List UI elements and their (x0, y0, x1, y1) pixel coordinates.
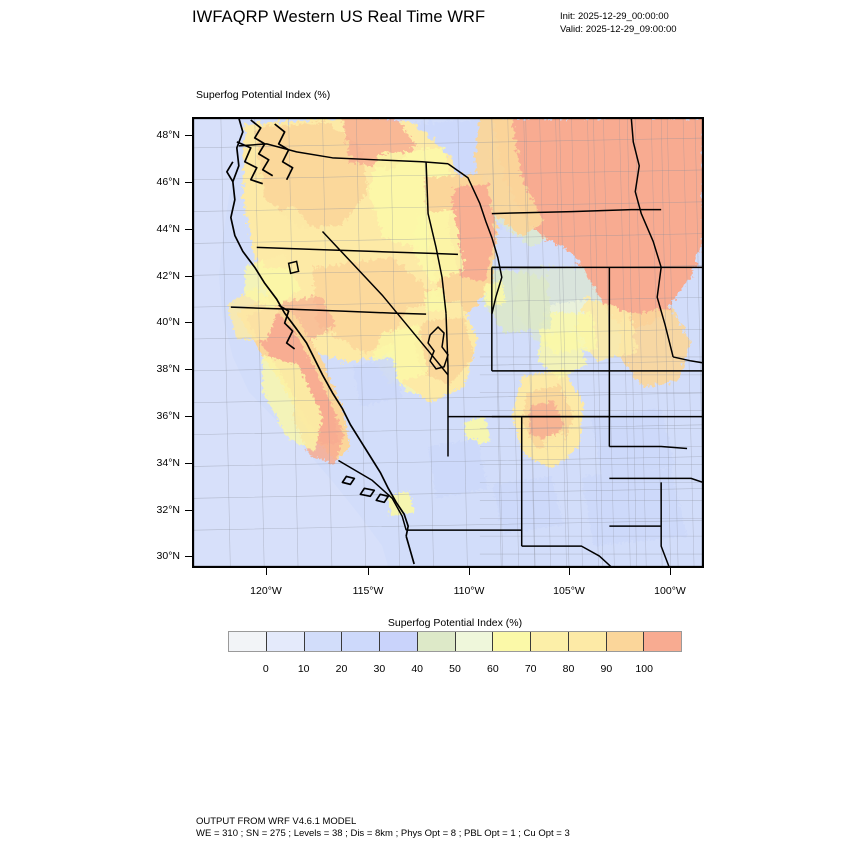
colorbar-tick-label: 100 (635, 663, 653, 675)
latitude-tick-label: 30°N (156, 550, 180, 562)
latitude-tick-mark (185, 276, 192, 277)
longitude-tick-label: 120°W (250, 585, 282, 597)
longitude-tick-mark (368, 568, 369, 575)
page-title: IWFAQRP Western US Real Time WRF (192, 8, 486, 26)
colorbar-tick-label: 80 (562, 663, 575, 675)
colorbar-tick-label: 50 (449, 663, 461, 675)
field-high-central-valley (226, 205, 351, 465)
colorbar-segment (455, 632, 494, 651)
latitude-tick-mark (185, 416, 192, 417)
latitude-tick-mark (185, 369, 192, 370)
colorbar-segment (417, 632, 456, 651)
colorbar-segment (229, 632, 267, 651)
init-time-label: Init: 2025-12-29_00:00:00 (560, 11, 669, 22)
colorbar-tick-label: 0 (262, 663, 269, 675)
map-frame-border (193, 118, 703, 567)
longitude-tick-label: 100°W (654, 585, 686, 597)
footer-line-2: WE = 310 ; SN = 275 ; Levels = 38 ; Dis … (196, 828, 570, 839)
latitude-tick-label: 40°N (156, 316, 180, 328)
latitude-tick-mark (185, 556, 192, 557)
colorbar-segment (644, 632, 681, 651)
latitude-tick-label: 34°N (156, 457, 180, 469)
colorbar-segment (266, 632, 305, 651)
field-high-great-salt-lake (372, 301, 478, 403)
model-config-footer: OUTPUT FROM WRF V4.6.1 MODEL WE = 310 ; … (196, 816, 570, 840)
inland-lakes (287, 260, 449, 370)
map-plot-panel (192, 117, 704, 568)
longitude-tick-mark (266, 568, 267, 575)
field-high-northern-plains (473, 118, 703, 387)
colorbar-segment (606, 632, 645, 651)
colorbar-tick-label: 20 (335, 663, 348, 675)
latitude-tick-mark (185, 510, 192, 511)
coastline (226, 118, 415, 565)
colorbar-segment (380, 632, 418, 651)
latitude-tick-mark (185, 135, 192, 136)
colorbar-tick-label: 60 (486, 663, 499, 675)
latitude-tick-label: 38°N (156, 363, 180, 375)
longitude-tick-mark (469, 568, 470, 575)
latitude-tick-mark (185, 463, 192, 464)
colorbar-segment (342, 632, 380, 651)
latitude-tick-label: 42°N (156, 270, 180, 282)
colorbar-segment (531, 632, 569, 651)
longitude-tick-mark (569, 568, 570, 575)
latitude-tick-mark (185, 322, 192, 323)
model-run-info: Init: 2025-12-29_00:00:00 Valid: 2025-12… (560, 11, 677, 36)
colorbar-segment (304, 632, 343, 651)
colorbar-tick-label: 40 (411, 663, 423, 675)
longitude-tick-label: 110°W (453, 585, 485, 597)
colorbar-segment (568, 632, 607, 651)
plot-title: Superfog Potential Index (%) (196, 89, 331, 101)
latitude-tick-mark (185, 229, 192, 230)
latitude-tick-label: 44°N (156, 223, 180, 235)
colorbar-tick-label: 90 (600, 663, 613, 675)
colorbar-tick-label: 30 (373, 663, 386, 675)
state-boundaries (230, 118, 703, 567)
latitude-tick-label: 46°N (156, 176, 180, 188)
longitude-tick-mark (670, 568, 671, 575)
colorbar-tick-label: 10 (297, 663, 310, 675)
colorbar-segment (493, 632, 531, 651)
longitude-tick-label: 105°W (553, 585, 585, 597)
colorbar-title: Superfog Potential Index (%) (387, 617, 523, 629)
field-ocean (193, 118, 389, 567)
latitude-tick-label: 32°N (156, 504, 180, 516)
superfog-index-heatmap (193, 118, 703, 567)
colorbar (228, 631, 682, 652)
latitude-tick-mark (185, 182, 192, 183)
county-boundaries (193, 118, 703, 567)
longitude-tick-label: 115°W (352, 585, 384, 597)
latitude-tick-label: 48°N (156, 129, 180, 141)
valid-time-label: Valid: 2025-12-29_09:00:00 (560, 23, 677, 35)
colorbar-tick-label: 70 (524, 663, 537, 675)
footer-line-1: OUTPUT FROM WRF V4.6.1 MODEL (196, 816, 357, 827)
latitude-tick-label: 36°N (156, 410, 180, 422)
